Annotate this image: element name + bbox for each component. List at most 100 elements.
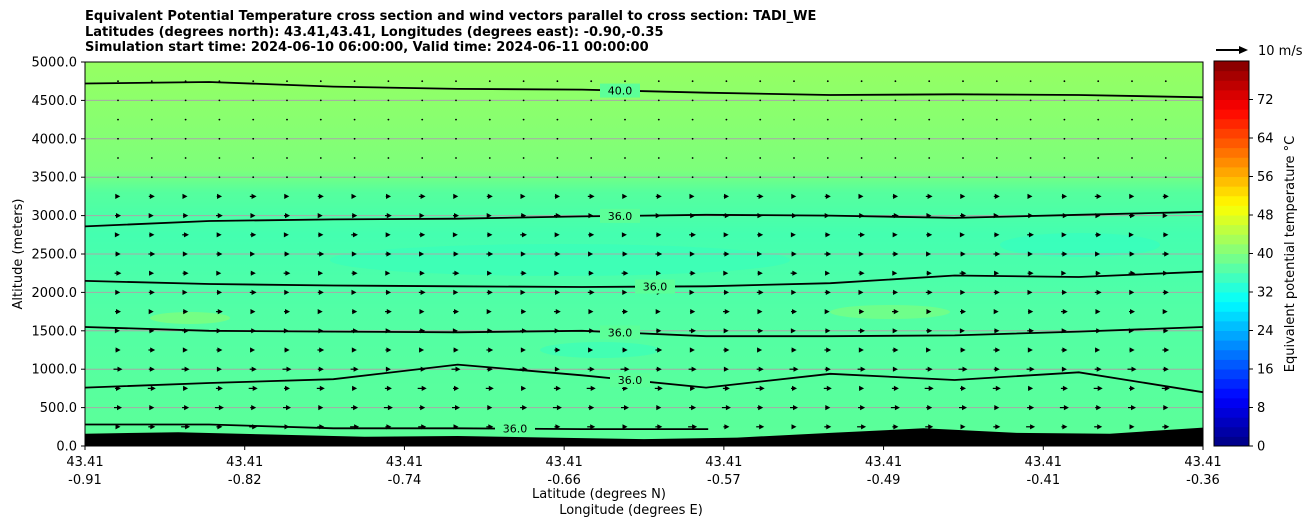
- wind-arrow: [824, 347, 832, 353]
- wind-arrow: [520, 347, 526, 353]
- wind-arrow: [522, 157, 525, 159]
- wind-arrow: [759, 176, 762, 179]
- wind-arrow: [1128, 232, 1134, 238]
- wind-arrow: [960, 424, 966, 430]
- wind-arrow: [825, 328, 831, 334]
- wind-arrow: [620, 366, 630, 372]
- wind-arrow: [252, 118, 255, 121]
- colorbar-band: [1214, 99, 1249, 110]
- wind-arrow: [590, 137, 593, 140]
- wind-arrow: [249, 366, 257, 372]
- wind-arrow: [759, 80, 762, 83]
- wind-arrow: [825, 405, 831, 411]
- wind-arrow: [488, 118, 491, 121]
- wind-arrow: [385, 232, 391, 238]
- colorbar-tick-label: 24: [1257, 324, 1274, 339]
- wind-arrow: [756, 366, 764, 372]
- wind-arrow: [723, 289, 730, 295]
- wind-arrow: [385, 251, 392, 257]
- colorbar-band: [1214, 176, 1249, 187]
- wind-arrow: [385, 309, 392, 315]
- wind-arrow: [1059, 405, 1069, 411]
- wind-arrow: [216, 213, 223, 219]
- wind-arrow: [520, 270, 527, 276]
- wind-arrow: [520, 405, 528, 411]
- wind-arrow: [522, 137, 525, 140]
- wind-arrow: [824, 251, 832, 257]
- wind-arrow: [114, 328, 120, 334]
- wind-arrow: [284, 385, 290, 391]
- wind-arrow: [1061, 251, 1068, 257]
- wind-arrow: [858, 193, 864, 199]
- wind-arrow: [723, 193, 730, 199]
- wind-arrow: [250, 309, 256, 315]
- colorbar-band: [1214, 397, 1249, 408]
- wind-arrow: [1127, 366, 1137, 372]
- wind-arrow: [759, 99, 762, 102]
- wind-arrow: [1027, 347, 1033, 353]
- y-tick-label: 1500.0: [32, 324, 78, 339]
- wind-arrow: [791, 385, 797, 391]
- wind-arrow: [994, 405, 1000, 411]
- wind-arrow: [184, 99, 187, 102]
- colorbar-band: [1214, 426, 1249, 437]
- wind-arrow: [823, 385, 832, 391]
- wind-arrow: [1164, 157, 1167, 159]
- wind-arrow: [284, 193, 290, 199]
- wind-arrow: [826, 176, 829, 179]
- wind-arrow: [1162, 289, 1169, 295]
- wind-arrow: [993, 347, 1001, 353]
- wind-arrow: [117, 99, 119, 102]
- wind-arrow: [1028, 385, 1034, 391]
- wind-arrow: [148, 213, 154, 219]
- wind-arrow: [860, 80, 863, 83]
- colorbar-band: [1214, 388, 1249, 399]
- wind-arrow: [452, 405, 460, 411]
- wind-arrow: [218, 157, 221, 159]
- wind-arrow: [1095, 405, 1102, 411]
- wind-arrow: [725, 99, 728, 102]
- wind-arrow: [925, 424, 934, 430]
- wind-arrow: [721, 405, 731, 411]
- x-tick-label-lat: 43.41: [865, 455, 902, 470]
- wind-arrow: [316, 385, 325, 391]
- wind-arrow: [926, 309, 932, 315]
- wind-arrow: [962, 157, 964, 159]
- wind-arrow: [892, 289, 899, 295]
- wind-arrow: [286, 99, 288, 102]
- wind-arrow: [858, 289, 864, 295]
- wind-arrow: [757, 405, 764, 411]
- wind-arrow: [351, 347, 357, 353]
- wind-arrow: [250, 347, 256, 353]
- wind-arrow: [892, 270, 898, 276]
- wind-arrow: [657, 157, 660, 159]
- wind-arrow: [995, 176, 998, 179]
- colorbar-band: [1214, 234, 1249, 245]
- colorbar-band: [1214, 61, 1249, 72]
- wind-arrow: [857, 424, 867, 430]
- wind-arrow: [556, 176, 559, 179]
- wind-arrow: [216, 251, 223, 257]
- wind-arrow: [319, 99, 322, 102]
- wind-arrow: [421, 118, 424, 121]
- wind-arrow: [286, 157, 288, 159]
- wind-arrow: [286, 176, 288, 179]
- wind-arrow: [385, 213, 392, 219]
- wind-arrow: [590, 118, 593, 121]
- wind-arrow: [1129, 385, 1135, 391]
- wind-arrow: [486, 251, 494, 257]
- wind-arrow: [419, 347, 425, 353]
- wind-arrow: [1097, 157, 1100, 159]
- wind-arrow: [958, 366, 968, 372]
- wind-arrow: [286, 137, 288, 140]
- wind-arrow: [554, 309, 561, 315]
- wind-arrow: [858, 251, 864, 257]
- wind-arrow: [520, 251, 526, 257]
- wind-arrow: [962, 99, 964, 102]
- wind-arrow: [284, 309, 290, 315]
- wind-arrow: [790, 270, 798, 276]
- wind-arrow: [959, 405, 967, 411]
- wind-arrow: [689, 405, 697, 411]
- wind-arrow: [488, 176, 491, 179]
- wind-arrow: [756, 289, 764, 295]
